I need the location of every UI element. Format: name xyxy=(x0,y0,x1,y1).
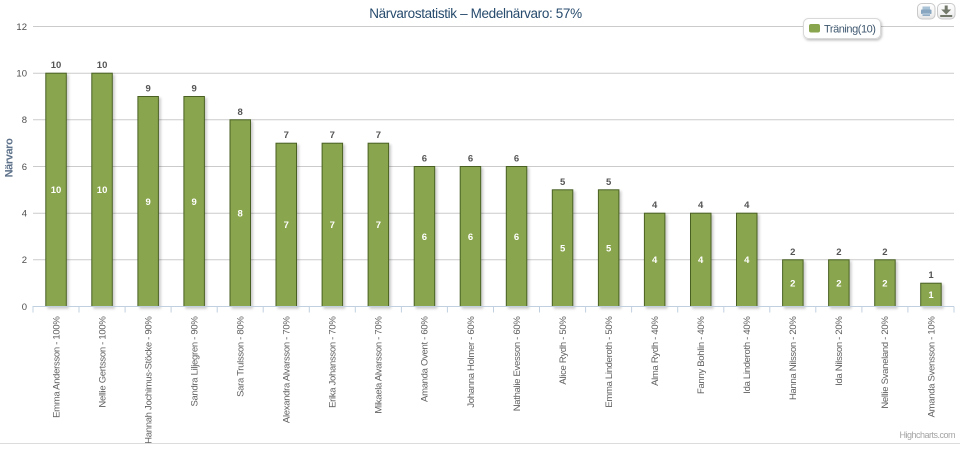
svg-text:6: 6 xyxy=(22,162,27,173)
svg-text:9: 9 xyxy=(145,197,150,208)
svg-text:Hannah Jochimus-Stöcke - 90%: Hannah Jochimus-Stöcke - 90% xyxy=(143,316,154,444)
svg-text:8: 8 xyxy=(238,107,243,118)
svg-text:5: 5 xyxy=(606,244,612,255)
svg-text:7: 7 xyxy=(376,130,381,141)
svg-text:Närvarostatistik – Medelnärvar: Närvarostatistik – Medelnärvaro: 57% xyxy=(369,6,582,21)
svg-text:Erika Johansson - 70%: Erika Johansson - 70% xyxy=(328,316,339,408)
svg-text:Träning(10): Träning(10) xyxy=(824,23,876,35)
svg-text:Nathalie Evesson - 60%: Nathalie Evesson - 60% xyxy=(512,316,523,412)
svg-text:10: 10 xyxy=(97,185,108,196)
svg-text:9: 9 xyxy=(192,84,197,95)
svg-text:6: 6 xyxy=(468,154,473,165)
svg-text:8: 8 xyxy=(22,115,27,126)
svg-text:9: 9 xyxy=(192,197,197,208)
svg-text:7: 7 xyxy=(284,130,289,141)
svg-text:Highcharts.com: Highcharts.com xyxy=(899,430,955,440)
svg-text:7: 7 xyxy=(330,130,335,141)
svg-text:Sara Trulsson - 80%: Sara Trulsson - 80% xyxy=(236,316,247,397)
svg-text:2: 2 xyxy=(790,247,795,258)
svg-text:Emma Andersson - 100%: Emma Andersson - 100% xyxy=(51,316,62,418)
svg-text:0: 0 xyxy=(22,302,27,313)
svg-text:6: 6 xyxy=(514,154,519,165)
svg-text:2: 2 xyxy=(836,247,841,258)
svg-text:Sandra Liljegren - 90%: Sandra Liljegren - 90% xyxy=(190,316,201,407)
svg-text:10: 10 xyxy=(51,185,62,196)
svg-text:Alice Rydh - 50%: Alice Rydh - 50% xyxy=(558,316,569,385)
svg-text:5: 5 xyxy=(560,177,566,188)
svg-text:10: 10 xyxy=(97,60,108,71)
svg-text:6: 6 xyxy=(422,232,427,243)
svg-text:Ida Nilsson - 20%: Ida Nilsson - 20% xyxy=(834,316,845,386)
svg-text:6: 6 xyxy=(514,232,519,243)
svg-text:10: 10 xyxy=(16,69,27,80)
svg-text:2: 2 xyxy=(836,279,841,290)
svg-text:Ida Linderoth - 40%: Ida Linderoth - 40% xyxy=(742,316,753,394)
svg-text:Nellie Svaneland - 20%: Nellie Svaneland - 20% xyxy=(880,316,891,409)
svg-text:12: 12 xyxy=(16,22,27,33)
svg-text:6: 6 xyxy=(468,232,473,243)
svg-text:2: 2 xyxy=(882,247,887,258)
svg-text:Amanda Svensson - 10%: Amanda Svensson - 10% xyxy=(926,316,937,418)
svg-text:4: 4 xyxy=(22,209,27,220)
svg-text:8: 8 xyxy=(238,209,243,220)
svg-text:4: 4 xyxy=(652,255,658,266)
svg-text:1: 1 xyxy=(928,270,934,281)
svg-text:4: 4 xyxy=(698,255,704,266)
svg-text:Hanna Nilsson - 20%: Hanna Nilsson - 20% xyxy=(788,316,799,400)
svg-text:1: 1 xyxy=(928,290,934,301)
svg-text:4: 4 xyxy=(744,255,750,266)
svg-text:6: 6 xyxy=(422,154,427,165)
svg-text:10: 10 xyxy=(51,60,62,71)
svg-text:4: 4 xyxy=(652,200,658,211)
svg-text:Nellie Gertsson - 100%: Nellie Gertsson - 100% xyxy=(97,316,108,408)
svg-text:4: 4 xyxy=(744,200,750,211)
svg-text:7: 7 xyxy=(330,220,335,231)
svg-text:2: 2 xyxy=(790,279,795,290)
svg-text:4: 4 xyxy=(698,200,704,211)
svg-text:9: 9 xyxy=(145,84,150,95)
svg-text:Alma Rydh - 40%: Alma Rydh - 40% xyxy=(650,316,661,386)
svg-text:7: 7 xyxy=(284,220,289,231)
svg-text:7: 7 xyxy=(376,220,381,231)
svg-text:Mikaela Alvarsson - 70%: Mikaela Alvarsson - 70% xyxy=(374,316,385,414)
svg-text:2: 2 xyxy=(882,279,887,290)
svg-text:2: 2 xyxy=(22,255,27,266)
svg-text:Fanny Bohlin - 40%: Fanny Bohlin - 40% xyxy=(696,316,707,394)
svg-text:5: 5 xyxy=(606,177,612,188)
svg-text:Närvaro: Närvaro xyxy=(4,138,16,177)
svg-text:Alexandra Alvarsson - 70%: Alexandra Alvarsson - 70% xyxy=(282,316,293,423)
svg-text:Amanda Ovent - 60%: Amanda Ovent - 60% xyxy=(420,316,431,402)
svg-text:Johanna Holmer - 60%: Johanna Holmer - 60% xyxy=(466,316,477,408)
svg-text:Emma Linderoth - 50%: Emma Linderoth - 50% xyxy=(604,316,615,408)
svg-text:5: 5 xyxy=(560,244,566,255)
